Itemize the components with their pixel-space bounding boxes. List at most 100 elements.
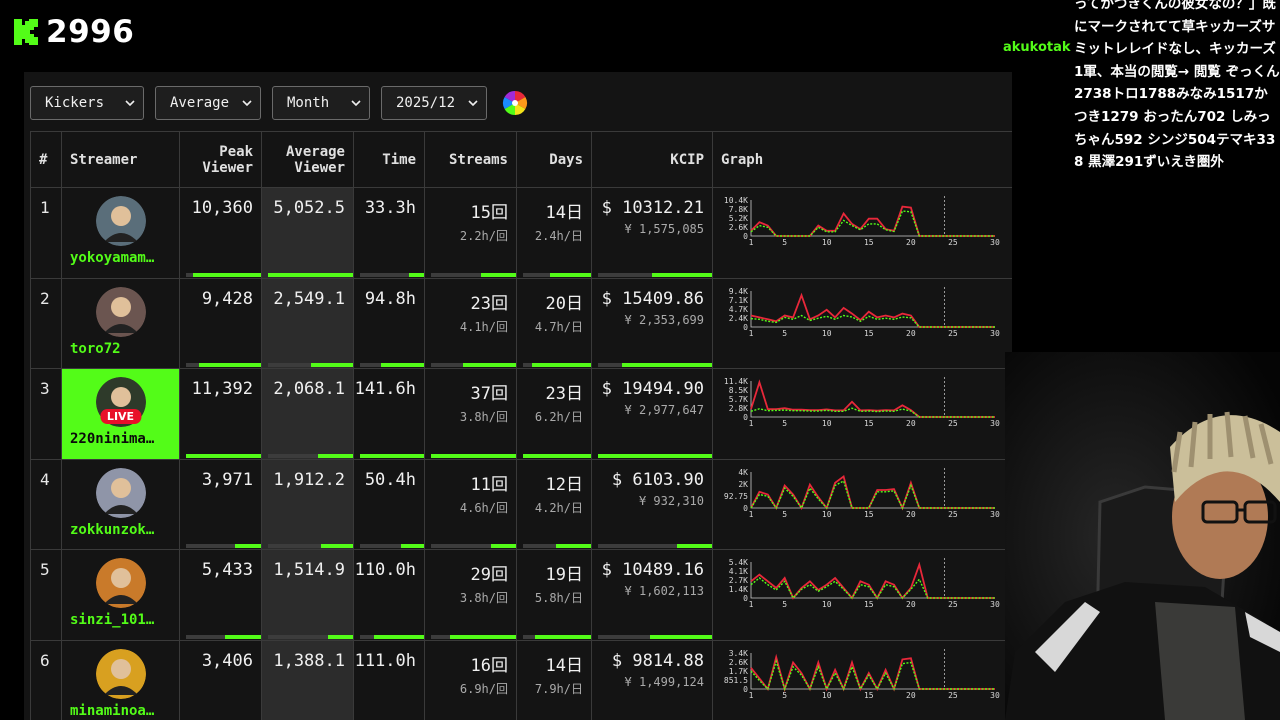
avatar[interactable] <box>95 196 146 246</box>
time-level-bar <box>360 634 424 639</box>
viewer-counter: 2996 <box>14 14 134 50</box>
graph-y-tick: 4.7K <box>729 305 748 314</box>
streams-cell: 15回 2.2h/回 <box>424 187 517 279</box>
graph-x-tick: 15 <box>864 691 874 700</box>
streamer-name[interactable]: toro72 <box>70 340 121 357</box>
avatar[interactable] <box>95 558 146 608</box>
header-kcip[interactable]: KCIP <box>591 131 713 188</box>
kcip-cell: $ 10312.21 ¥ 1,575,085 <box>591 187 713 279</box>
time-cell: 111.0h <box>353 639 425 720</box>
metric-select[interactable]: Average <box>155 86 261 120</box>
streamer-name[interactable]: minaminoa… <box>70 702 155 719</box>
graph-y-tick: 10.4K <box>724 196 748 205</box>
header-average-line1: Average <box>285 143 345 160</box>
kcip-usd-value: $ 15409.86 <box>601 288 704 309</box>
period-select-value: Month <box>287 95 330 111</box>
average-viewer-cell: 1,388.1 <box>261 639 354 720</box>
graph-x-tick: 15 <box>864 329 874 338</box>
header-peak-viewer[interactable]: Peak Viewer <box>179 131 262 188</box>
days-cell: 19日 5.8h/日 <box>516 549 592 641</box>
streams-per-stream: 3.8h/回 <box>459 591 508 605</box>
streamer-cell[interactable]: zokkunzok… <box>61 458 180 550</box>
peak-viewer-cell: 5,433 <box>179 549 262 641</box>
streams-level-bar <box>431 272 516 277</box>
peak-level-fill <box>198 363 261 367</box>
peak-series-line <box>750 292 995 328</box>
graph-x-tick: 15 <box>864 510 874 519</box>
metric-select-value: Average <box>170 95 230 111</box>
days-per-day: 7.9h/日 <box>534 681 583 696</box>
streams-value: 15回 <box>470 203 508 223</box>
peak-series-line <box>750 474 995 510</box>
rank-number: 6 <box>40 650 50 670</box>
streams-cell: 11回 4.6h/回 <box>424 458 517 550</box>
graph-x-tick: 25 <box>948 691 958 700</box>
header-rank[interactable]: # <box>30 131 62 188</box>
streamer-cell[interactable]: LIVE 220ninima… <box>61 368 180 460</box>
peak-viewer-value: 5,433 <box>201 560 253 580</box>
average-viewer-cell: 2,549.1 <box>261 277 354 369</box>
time-level-fill <box>374 634 424 639</box>
time-cell: 94.8h <box>353 277 425 369</box>
streamer-cell[interactable]: yokoyamam… <box>61 187 180 279</box>
avatar[interactable] <box>95 648 146 699</box>
avatar[interactable] <box>95 467 146 518</box>
chevron-down-icon <box>242 100 252 106</box>
streamer-name[interactable]: zokkunzok… <box>70 521 155 538</box>
avatar[interactable] <box>95 286 146 337</box>
time-level-bar <box>360 272 424 277</box>
header-streams[interactable]: Streams <box>424 131 517 188</box>
peak-viewer-value: 11,392 <box>191 379 253 399</box>
graph-x-tick: 15 <box>864 419 874 428</box>
average-level-bar <box>268 272 353 277</box>
streamer-cell[interactable]: sinzi_101… <box>61 549 180 641</box>
rank-number: 5 <box>40 560 50 579</box>
average-viewer-value: 2,549.1 <box>273 288 345 309</box>
peak-series-line <box>750 653 995 692</box>
streamer-name[interactable]: sinzi_101… <box>70 612 155 628</box>
peak-level-bar <box>186 453 261 458</box>
header-time[interactable]: Time <box>353 131 425 188</box>
streamer-name[interactable]: yokoyamam… <box>70 250 155 266</box>
graph-y-tick: 2.7K <box>729 576 748 585</box>
streams-value: 11回 <box>470 474 508 495</box>
days-per-day: 2.4h/日 <box>534 229 583 243</box>
days-level-bar <box>523 272 591 277</box>
peak-level-bar <box>186 544 261 548</box>
streams-per-stream: 4.6h/回 <box>459 500 508 515</box>
average-series-line <box>750 577 995 600</box>
header-streamer[interactable]: Streamer <box>61 131 180 188</box>
graph-x-tick: 1 <box>749 510 754 519</box>
header-average-viewer[interactable]: Average Viewer <box>261 131 354 188</box>
table-row[interactable]: 6 minaminoa… 3,406 1,388.1 111.0h 16回 6.9h/回 14… <box>30 639 1012 720</box>
table-row[interactable]: 5 sinzi_101… 5,433 1,514.9 110.0h 29回 3.8h/回 19… <box>30 549 1012 641</box>
period-select[interactable]: Month <box>272 86 370 120</box>
streamer-cell[interactable]: minaminoa… <box>61 639 180 720</box>
streamer-name[interactable]: 220ninima… <box>70 431 155 447</box>
table-row[interactable]: 4 zokkunzok… 3,971 1,912.2 50.4h 11回 4.6h/回 12日… <box>30 458 1012 550</box>
graph-x-tick: 10 <box>822 691 832 700</box>
streams-cell: 16回 6.9h/回 <box>424 639 517 720</box>
graph-x-tick: 1 <box>749 419 754 428</box>
header-days[interactable]: Days <box>516 131 592 188</box>
time-value: 33.3h <box>364 198 416 218</box>
table-row[interactable]: 2 toro72 9,428 2,549.1 94.8h 23回 4.1h/回 20日 4.7h… <box>30 277 1012 369</box>
peak-level-bar <box>186 363 261 367</box>
table-row[interactable]: 1 yokoyamam… 10,360 5,052.5 33.3h 15回 2.2h/回 14… <box>30 187 1012 279</box>
graph-y-tick: 2.8K <box>729 404 748 413</box>
streamer-cell[interactable]: toro72 <box>61 277 180 369</box>
graph-x-tick: 20 <box>906 419 916 428</box>
streams-per-stream: 2.2h/回 <box>459 229 508 243</box>
peak-level-bar <box>186 272 261 277</box>
streams-cell: 29回 3.8h/回 <box>424 549 517 641</box>
graph-y-tick: 8.5K <box>729 386 748 395</box>
color-wheel-icon[interactable] <box>502 90 528 116</box>
group-select[interactable]: Kickers <box>30 86 144 120</box>
graph-x-tick: 30 <box>990 419 1000 428</box>
graph-y-tick: 0 <box>743 504 748 513</box>
month-select[interactable]: 2025/12 <box>381 86 487 120</box>
table-row[interactable]: 3 LIVE 220ninima… 11,392 2,068.1 141.6h 37回 3.8… <box>30 368 1012 460</box>
peak-series-line <box>750 205 995 237</box>
